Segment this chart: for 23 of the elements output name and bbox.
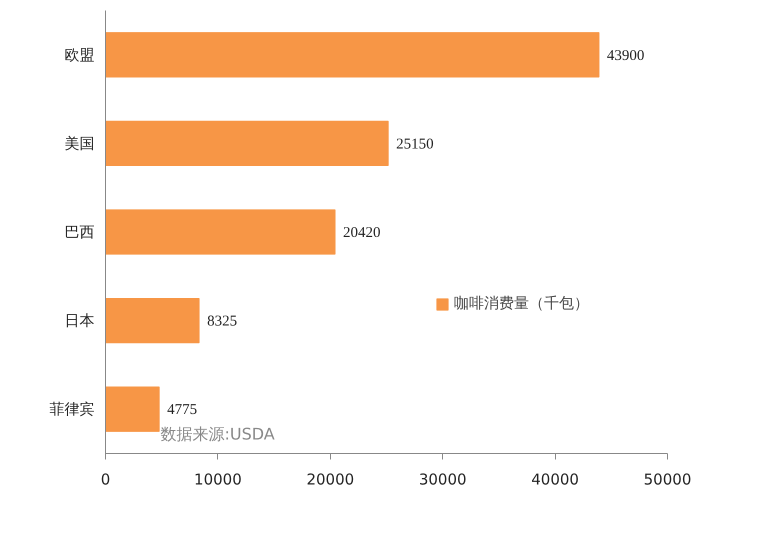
data-label: 20420 — [343, 225, 381, 241]
x-tick-label: 20000 — [306, 470, 354, 488]
y-tick-label: 巴西 — [64, 223, 94, 241]
bar — [106, 298, 200, 344]
y-tick-label: 美国 — [64, 134, 94, 152]
data-label: 25150 — [396, 136, 434, 152]
bar — [106, 120, 389, 166]
x-tick-label: 50000 — [644, 470, 692, 488]
y-tick-label: 菲律宾 — [50, 400, 94, 418]
bar — [106, 386, 160, 432]
x-tick-label: 10000 — [194, 470, 242, 488]
legend-label: 咖啡消费量（千包） — [454, 294, 589, 313]
y-tick-label: 欧盟 — [64, 46, 94, 64]
data-label: 43900 — [606, 48, 644, 64]
y-tick-label: 日本 — [64, 312, 94, 330]
data-label: 8325 — [207, 314, 238, 330]
x-tick-label: 30000 — [418, 470, 467, 488]
x-tick-label: 40000 — [531, 470, 579, 488]
annotation: 数据来源:USDA — [160, 424, 275, 444]
data-label: 4775 — [167, 402, 198, 418]
bar — [106, 209, 336, 255]
bar — [106, 32, 600, 78]
x-tick-label: 0 — [100, 470, 110, 488]
